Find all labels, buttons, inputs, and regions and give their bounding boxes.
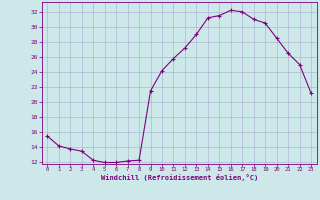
- X-axis label: Windchill (Refroidissement éolien,°C): Windchill (Refroidissement éolien,°C): [100, 174, 258, 181]
